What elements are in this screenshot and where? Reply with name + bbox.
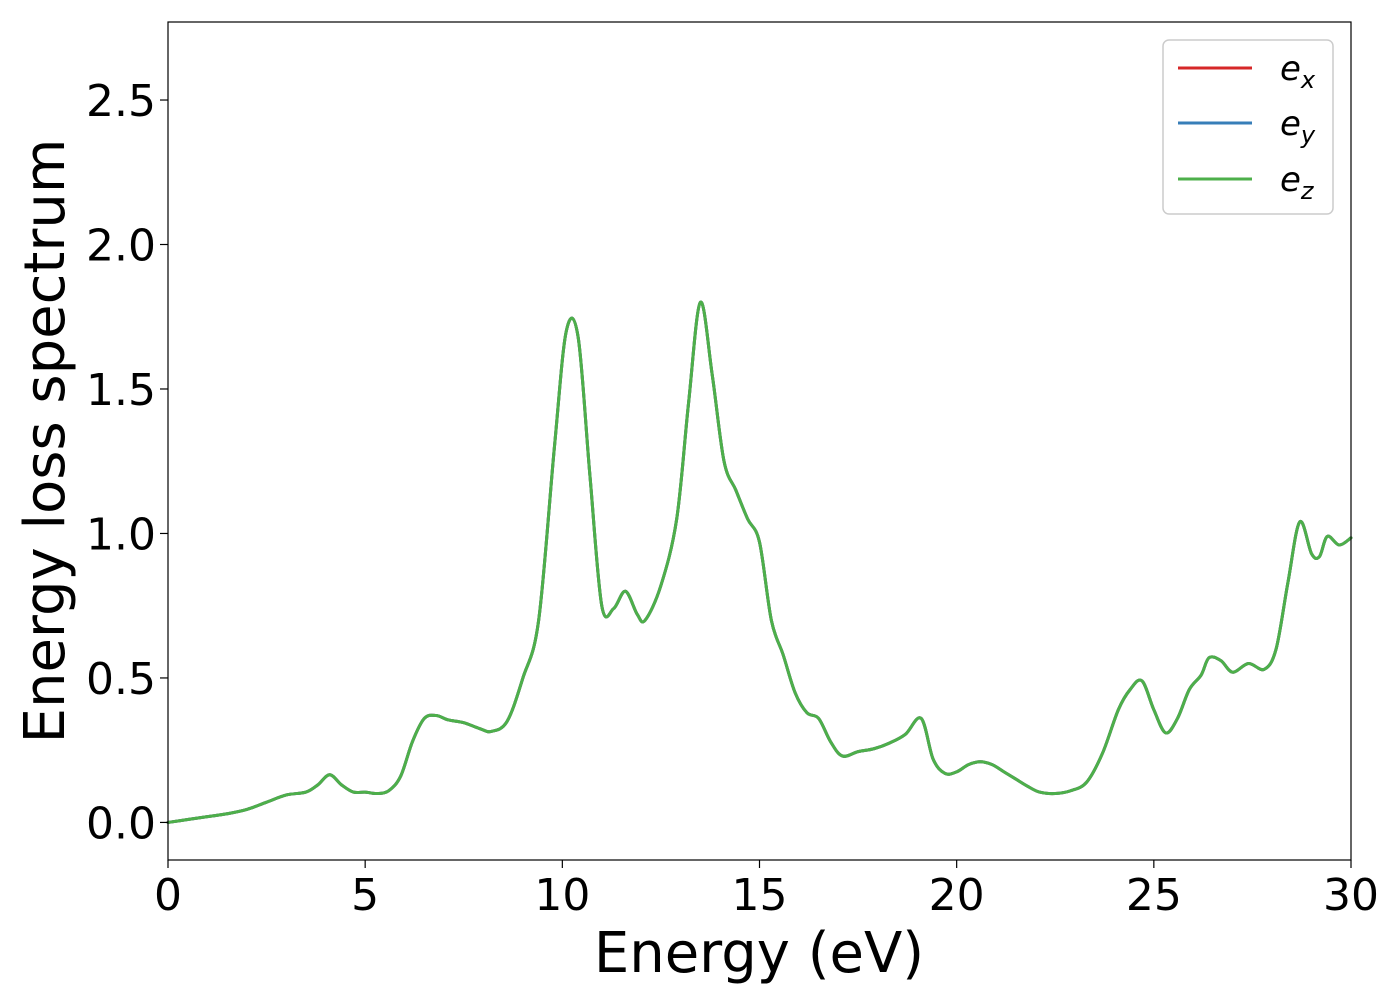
x-tick-label: 20 xyxy=(929,870,985,921)
legend-label-ez: ez xyxy=(1280,160,1315,205)
legend-entries: ex ey ez xyxy=(1178,49,1316,205)
y-tick-label: 2.0 xyxy=(86,221,156,272)
x-tick-label: 30 xyxy=(1323,870,1379,921)
y-tick-label: 1.0 xyxy=(86,509,156,560)
y-tick-label: 0.5 xyxy=(86,654,156,705)
legend-label-ex: ex xyxy=(1280,49,1316,94)
x-axis: 0 5 10 15 20 25 30 xyxy=(154,860,1379,921)
legend-box xyxy=(1162,39,1334,215)
series-layer xyxy=(166,300,1353,824)
y-tick-label: 2.5 xyxy=(86,76,156,127)
y-axis: 0.0 0.5 1.0 1.5 2.0 2.5 xyxy=(86,76,168,849)
series-line-ey xyxy=(166,300,1353,824)
x-tick-label: 0 xyxy=(154,870,182,921)
y-axis-label: Energy loss spectrum xyxy=(13,139,78,744)
y-tick-label: 0.0 xyxy=(86,798,156,849)
series-line-ez xyxy=(166,300,1353,824)
x-tick-label: 15 xyxy=(732,870,788,921)
y-tick-label: 1.5 xyxy=(86,365,156,416)
x-tick-label: 5 xyxy=(351,870,379,921)
x-tick-label: 25 xyxy=(1126,870,1182,921)
series-line-ex xyxy=(166,300,1353,824)
x-tick-label: 10 xyxy=(534,870,590,921)
x-axis-label: Energy (eV) xyxy=(594,921,924,986)
legend-label-ey: ey xyxy=(1280,104,1316,149)
legend: ex ey ez xyxy=(1162,39,1334,215)
